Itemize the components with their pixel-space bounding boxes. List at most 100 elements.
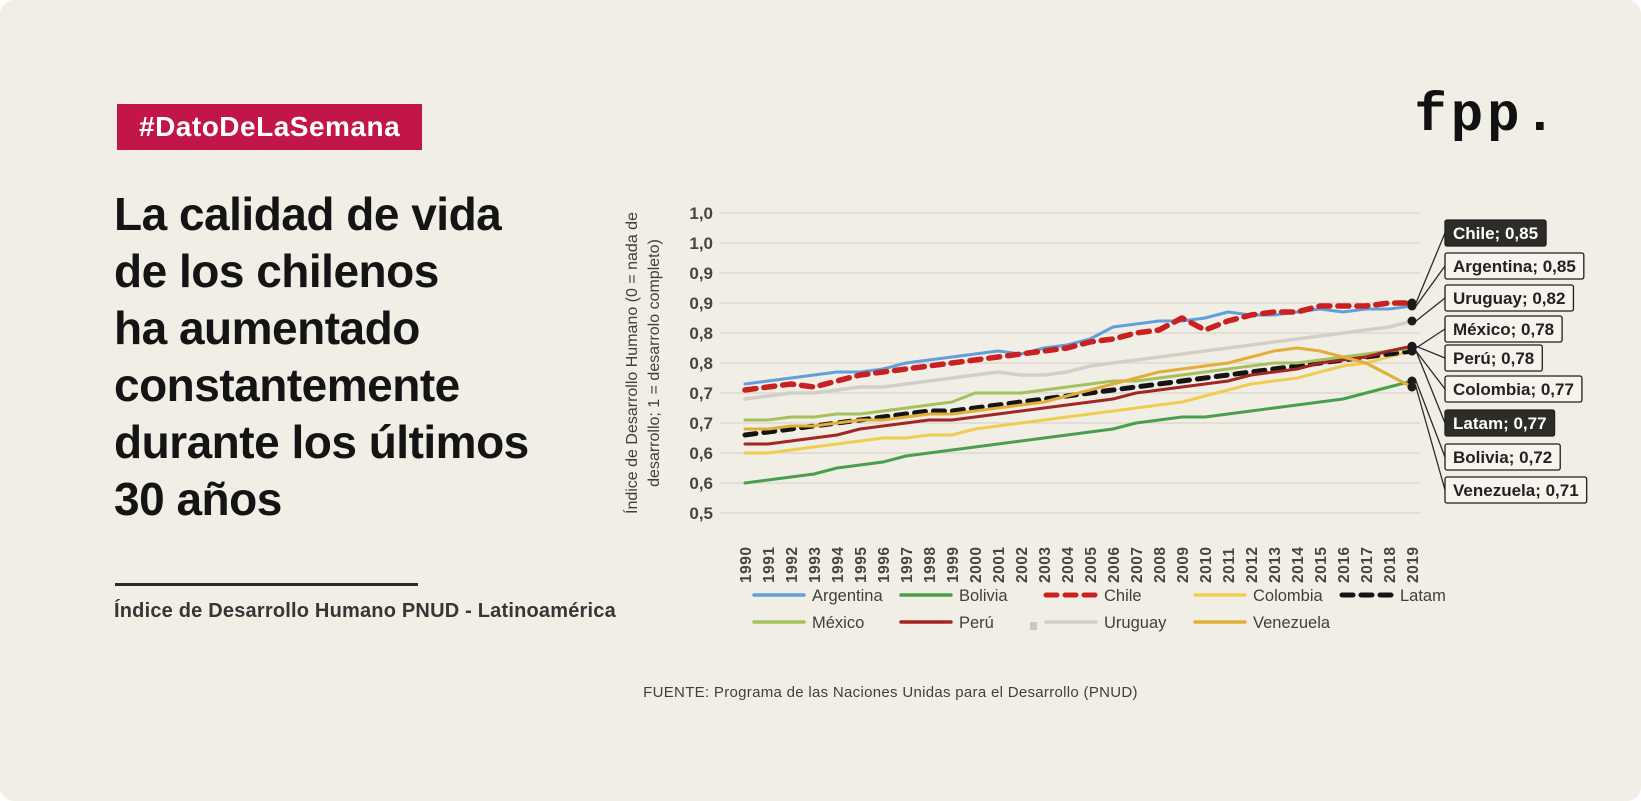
y-tick-label: 0,8 <box>689 354 713 373</box>
callout-label: Venezuela; 0,71 <box>1453 481 1579 500</box>
callout-box <box>1444 344 1543 372</box>
callout-venezuela: Venezuela; 0,71 <box>1444 476 1588 504</box>
x-tick-label: 2007 <box>1129 547 1146 583</box>
callout-box <box>1444 375 1583 403</box>
leader-line-perú <box>1415 345 1446 359</box>
x-tick-label: 2019 <box>1405 547 1422 583</box>
legend-label-chile: Chile <box>1104 587 1142 605</box>
y-tick-label: 0,7 <box>689 414 713 433</box>
legend-label-argentina: Argentina <box>812 587 883 605</box>
callout-box <box>1444 252 1585 280</box>
x-tick-label: 1992 <box>784 547 801 583</box>
y-tick-label: 1,0 <box>689 204 713 223</box>
y-axis-title: desarrollo; 1 = desarrolo completo) <box>646 239 663 487</box>
callout-box <box>1444 409 1556 437</box>
series-line-uruguay <box>743 319 1414 401</box>
callout-bolivia: Bolivia; 0,72 <box>1444 443 1561 471</box>
leader-line-uruguay <box>1415 297 1446 322</box>
x-tick-label: 1998 <box>922 547 939 583</box>
y-tick-label: 0,6 <box>689 474 713 493</box>
callout-label: México; 0,78 <box>1453 320 1554 339</box>
x-tick-label: 2015 <box>1313 547 1330 583</box>
leader-line-chile <box>1415 232 1446 304</box>
x-tick-label: 1993 <box>807 547 824 583</box>
legend-label-bolivia: Bolivia <box>959 587 1008 605</box>
y-tick-label: 0,7 <box>689 384 713 403</box>
x-tick-label: 2000 <box>968 547 985 583</box>
x-tick-label: 1991 <box>761 547 778 583</box>
callout-argentina: Argentina; 0,85 <box>1444 252 1585 280</box>
callout-chile: Chile; 0,85 <box>1444 219 1547 247</box>
callout-méxico: México; 0,78 <box>1444 315 1563 343</box>
series-line-bolivia <box>743 379 1414 485</box>
callout-uruguay: Uruguay; 0,82 <box>1444 284 1575 312</box>
legend-label-uruguay: Uruguay <box>1104 614 1167 632</box>
callout-latam: Latam; 0,77 <box>1444 409 1556 437</box>
x-tick-label: 2011 <box>1221 547 1238 583</box>
y-axis-title: Índice de Desarrollo Humano (0 = nada de <box>622 212 641 514</box>
x-tick-label: 2018 <box>1382 547 1399 583</box>
x-tick-label: 2014 <box>1290 547 1307 583</box>
callout-box <box>1444 284 1575 312</box>
watermark-artifact <box>1030 622 1037 630</box>
callout-label: Uruguay; 0,82 <box>1453 289 1565 308</box>
callout-label: Chile; 0,85 <box>1453 224 1538 243</box>
callout-box <box>1444 315 1563 343</box>
x-tick-label: 2017 <box>1359 547 1376 583</box>
y-tick-label: 0,6 <box>689 444 713 463</box>
x-tick-label: 1994 <box>830 547 847 583</box>
source-note: FUENTE: Programa de las Naciones Unidas … <box>643 684 1138 701</box>
legend-label-perú: Perú <box>959 614 994 632</box>
callout-box <box>1444 219 1547 247</box>
end-dot-perú <box>1407 341 1417 351</box>
leader-line-argentina <box>1415 265 1446 307</box>
series-line-perú <box>743 344 1414 446</box>
end-dot-uruguay <box>1407 316 1417 326</box>
hashtag-badge: #DatoDeLaSemana <box>117 104 423 150</box>
y-tick-label: 0,9 <box>689 264 713 283</box>
series-line-colombia <box>743 349 1414 455</box>
x-tick-label: 1997 <box>899 547 916 583</box>
x-tick-label: 1996 <box>876 547 893 583</box>
x-tick-label: 2012 <box>1244 547 1261 583</box>
leader-line-latam <box>1415 350 1446 424</box>
x-tick-label: 2006 <box>1106 547 1123 583</box>
callout-box <box>1444 443 1561 471</box>
callout-box <box>1444 476 1588 504</box>
x-tick-label: 2008 <box>1152 547 1169 583</box>
leader-line-méxico <box>1415 328 1446 349</box>
x-tick-label: 2010 <box>1198 547 1215 583</box>
leader-line-venezuela <box>1415 386 1446 491</box>
series-line-chile <box>742 300 1415 393</box>
legend-label-colombia: Colombia <box>1253 587 1324 605</box>
y-tick-label: 1,0 <box>689 234 713 253</box>
series-line-méxico <box>743 346 1414 422</box>
fpp-logo: fpp. <box>1414 86 1560 147</box>
x-tick-label: 2002 <box>1014 547 1031 583</box>
callout-perú: Perú; 0,78 <box>1444 344 1543 372</box>
x-tick-label: 2001 <box>991 547 1008 583</box>
x-tick-label: 1990 <box>738 547 755 583</box>
legend-label-latam: Latam <box>1400 587 1446 605</box>
end-dot-venezuela <box>1407 382 1417 392</box>
leader-line-colombia <box>1415 350 1446 390</box>
x-tick-label: 2004 <box>1060 547 1077 583</box>
callout-label: Perú; 0,78 <box>1453 349 1534 368</box>
end-dot-chile <box>1407 298 1417 308</box>
chart-svg: 1,0 1,0 0,9 0,9 0,8 0,8 0,7 0,7 0,6 0,6 0,5 Índice … <box>622 204 1588 632</box>
x-tick-label: 2009 <box>1175 547 1192 583</box>
y-tick-label: 0,9 <box>689 294 713 313</box>
callout-label: Colombia; 0,77 <box>1453 380 1574 399</box>
hdi-line-chart: 1,0 1,0 0,9 0,9 0,8 0,8 0,7 0,7 0,6 0,6 0,5 Índice … <box>600 175 1641 655</box>
series-line-venezuela <box>743 346 1414 431</box>
x-tick-label: 2016 <box>1336 547 1353 583</box>
x-tick-label: 2003 <box>1037 547 1054 583</box>
divider-rule <box>115 583 418 586</box>
y-tick-label: 0,5 <box>689 504 713 523</box>
series-line-argentina <box>743 304 1414 386</box>
y-tick-label: 0,8 <box>689 324 713 343</box>
headline: La calidad de vida de los chilenos ha au… <box>114 188 529 525</box>
legend-label-méxico: México <box>812 614 864 632</box>
chart-subtitle: Índice de Desarrollo Humano PNUD - Latin… <box>114 600 616 622</box>
